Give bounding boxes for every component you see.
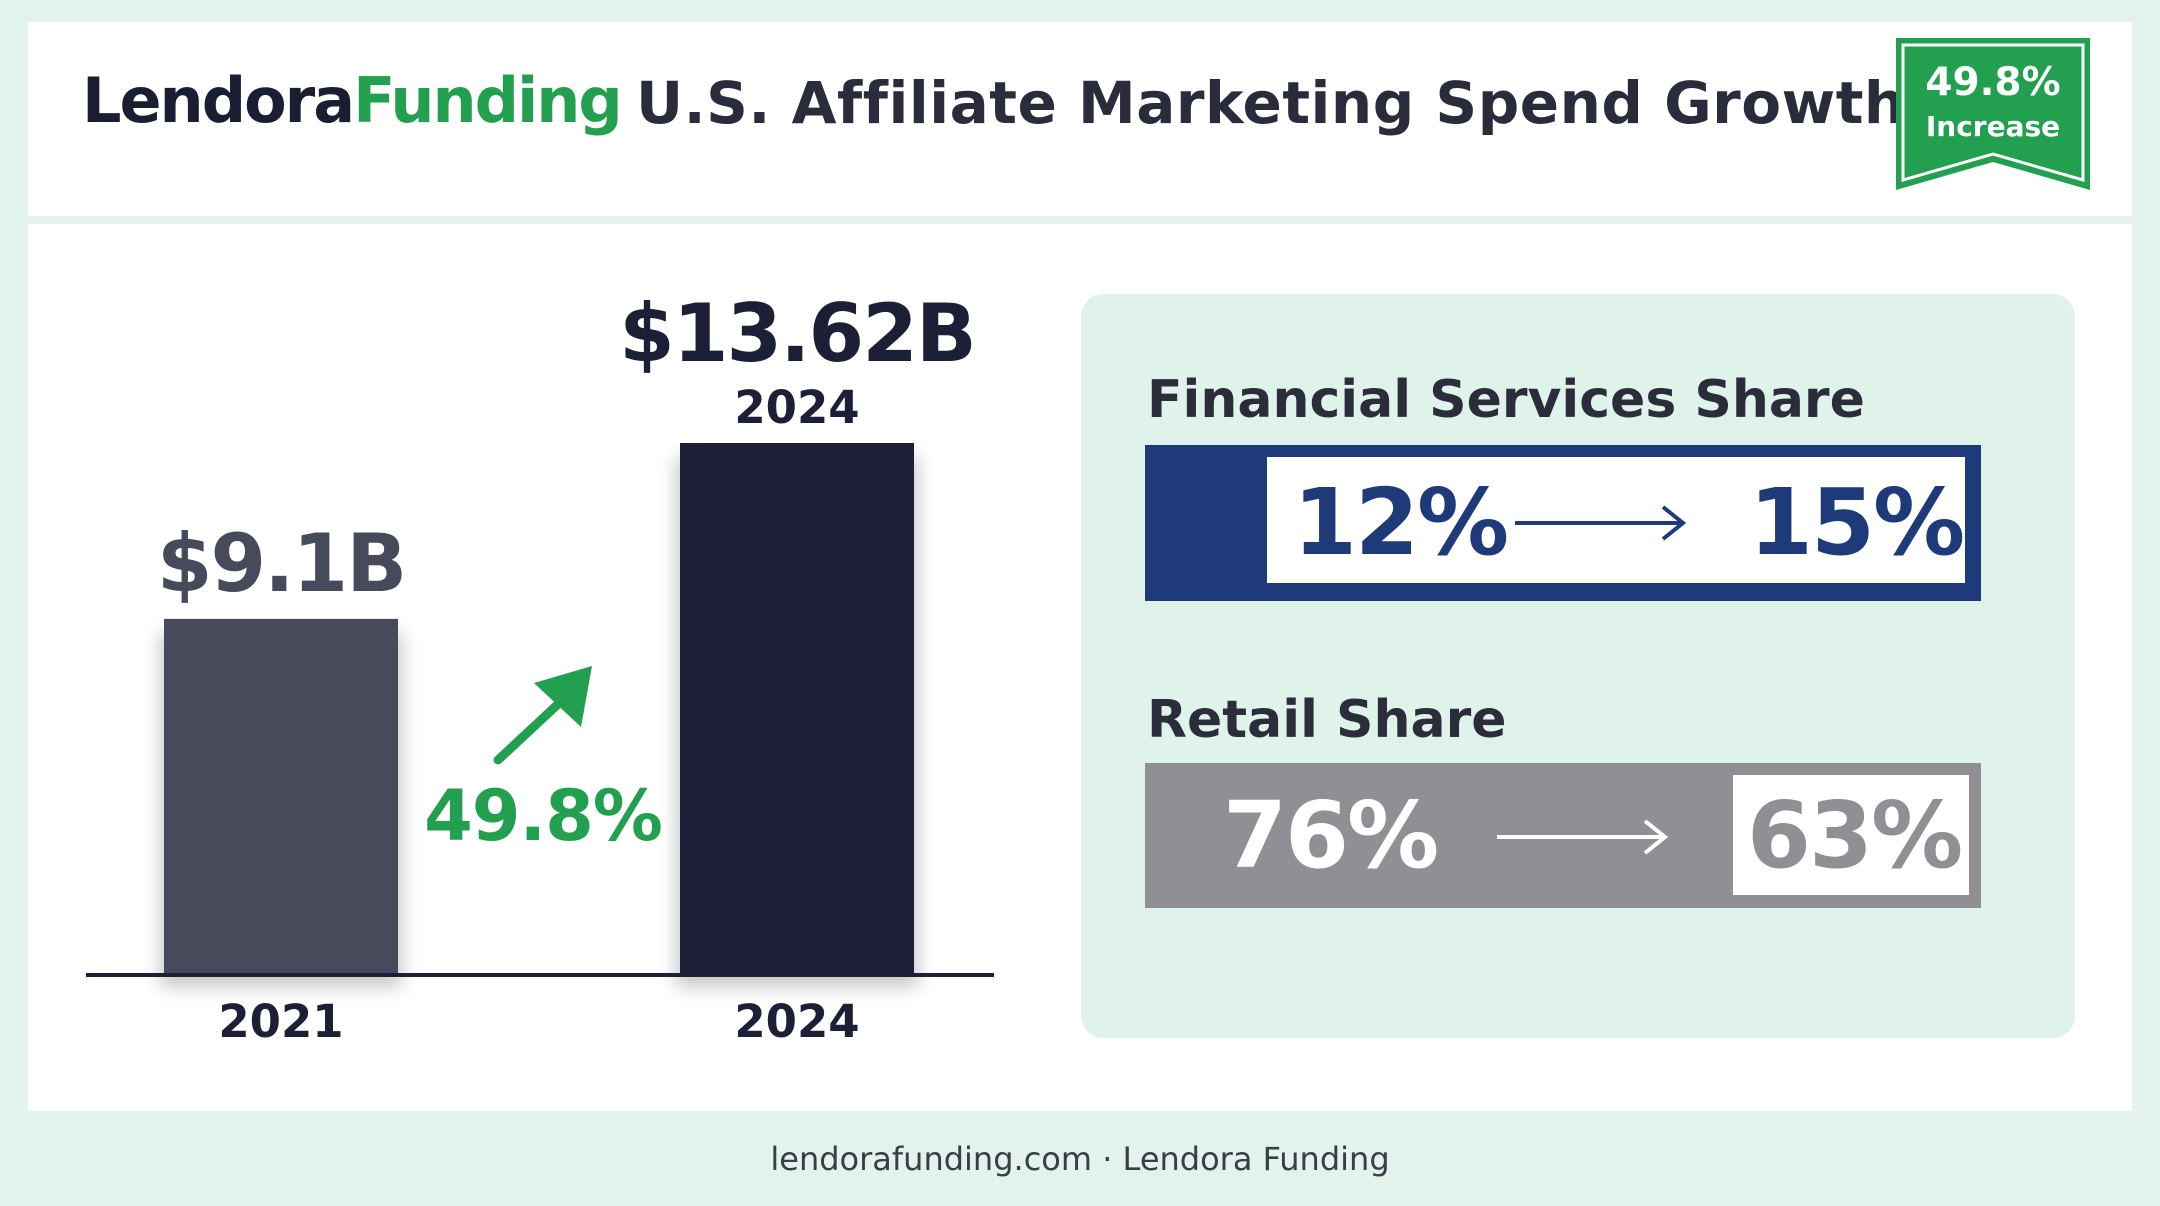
growth-percent-label: 49.8% [424, 775, 662, 857]
bar-2021 [164, 618, 398, 973]
retail-share-inner [1733, 775, 1969, 895]
header: LendoraFunding U.S. Affiliate Marketing … [28, 22, 2132, 224]
badge-value: 49.8% [1925, 60, 2061, 105]
x-tick-2024: 2024 [734, 995, 859, 1048]
financial-share-inner [1267, 457, 1965, 583]
x-tick-2021: 2021 [218, 995, 343, 1048]
arrow-right-white-icon [1497, 819, 1669, 855]
ribbon-badge-icon [1896, 38, 2090, 190]
brand-logo: LendoraFunding [82, 70, 623, 132]
growth-arrow-icon [493, 666, 592, 765]
financial-share-to: 15% [1749, 469, 1965, 576]
page-title: U.S. Affiliate Marketing Spend Growth [636, 69, 1906, 137]
financial-share-label: Financial Services Share [1147, 370, 1865, 430]
retail-share-label: Retail Share [1147, 690, 1507, 750]
brand-name-part2: Funding [353, 64, 623, 137]
bar-2024 [680, 443, 914, 973]
brand-name-part1: Lendora [82, 64, 355, 137]
share-panel [1081, 294, 2075, 1038]
retail-share-box: 76% 63% [1145, 763, 1981, 908]
arrow-right-icon [1515, 505, 1687, 541]
badge-label: Increase [1925, 110, 2061, 143]
bar-value-label-2024: $13.62B [619, 287, 975, 380]
financial-share-from: 12% [1293, 469, 1509, 576]
retail-share-to: 63% [1747, 782, 1963, 889]
retail-share-from: 76% [1223, 782, 1439, 889]
bar-top-year-label: 2024 [734, 381, 859, 434]
financial-share-box: 12% 15% [1145, 445, 1981, 601]
footer-text: lendorafunding.com · Lendora Funding [770, 1140, 1390, 1178]
bar-value-label-2021: $9.1B [157, 517, 405, 610]
increase-badge: 49.8% Increase [1894, 36, 2092, 192]
